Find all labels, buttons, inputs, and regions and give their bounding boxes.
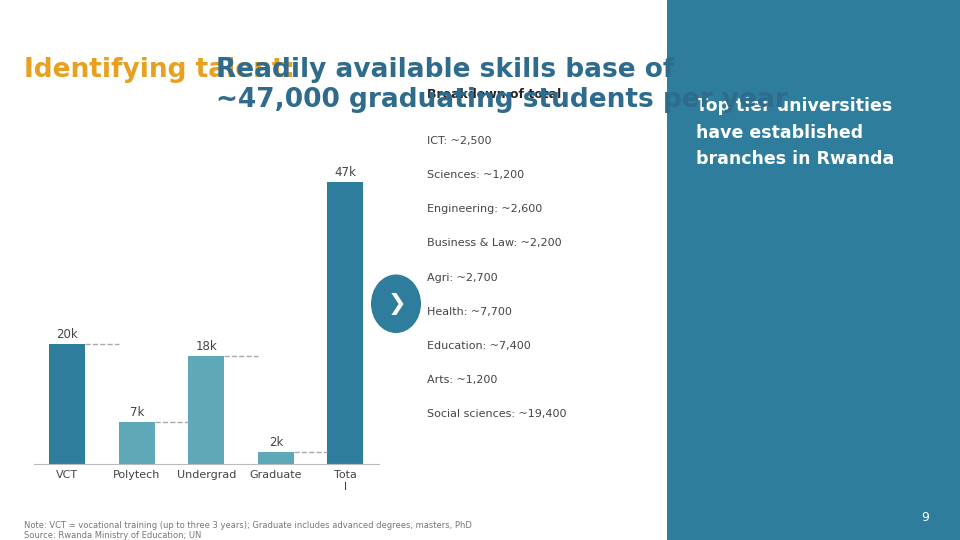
Text: Breakdown of total: Breakdown of total bbox=[427, 88, 562, 101]
Text: Business & Law: ~2,200: Business & Law: ~2,200 bbox=[427, 239, 562, 248]
Text: Social sciences: ~19,400: Social sciences: ~19,400 bbox=[427, 409, 566, 419]
Bar bbox=[49, 345, 85, 464]
Text: Engineering: ~2,600: Engineering: ~2,600 bbox=[427, 205, 542, 214]
Text: Readily available skills base of
~47,000 graduating students per year: Readily available skills base of ~47,000… bbox=[216, 57, 788, 113]
Text: 2k: 2k bbox=[269, 436, 283, 449]
Text: 47k: 47k bbox=[334, 166, 356, 179]
Bar bbox=[327, 183, 364, 464]
Text: Arts: ~1,200: Arts: ~1,200 bbox=[427, 375, 497, 384]
Text: Top tier universities
have established
branches in Rwanda: Top tier universities have established b… bbox=[696, 97, 895, 168]
Text: Health: ~7,700: Health: ~7,700 bbox=[427, 307, 512, 316]
Text: 9: 9 bbox=[921, 511, 929, 524]
Text: ICT: ~2,500: ICT: ~2,500 bbox=[427, 136, 492, 146]
Text: ❯: ❯ bbox=[388, 293, 406, 315]
Text: 20k: 20k bbox=[57, 328, 79, 341]
Circle shape bbox=[372, 275, 420, 332]
Bar bbox=[188, 356, 225, 464]
Text: 7k: 7k bbox=[130, 406, 144, 419]
Text: Note: VCT = vocational training (up to three 3 years); Graduate includes advance: Note: VCT = vocational training (up to t… bbox=[24, 521, 472, 540]
Bar bbox=[119, 422, 155, 464]
Text: Education: ~7,400: Education: ~7,400 bbox=[427, 341, 531, 350]
Text: 18k: 18k bbox=[196, 340, 217, 353]
Text: Identifying talent:: Identifying talent: bbox=[24, 57, 295, 83]
Text: Sciences: ~1,200: Sciences: ~1,200 bbox=[427, 170, 524, 180]
Text: Agri: ~2,700: Agri: ~2,700 bbox=[427, 273, 498, 282]
Bar bbox=[258, 453, 294, 464]
